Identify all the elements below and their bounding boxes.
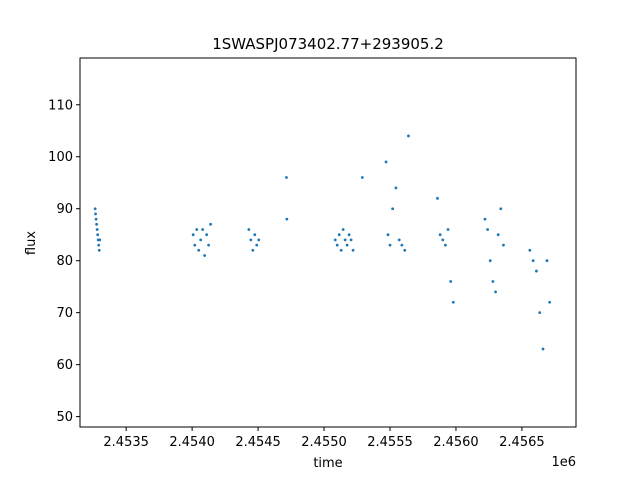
data-point [397,238,401,242]
y-tick-label: 90 [56,202,73,217]
data-point [400,243,404,247]
data-point [95,222,99,226]
data-point [285,176,288,179]
y-tick-label: 50 [56,410,73,425]
data-point [193,243,197,247]
data-point [538,311,542,315]
data-point [341,228,345,231]
data-point [97,243,101,247]
data-point [499,207,503,211]
data-point [394,186,398,190]
data-point [199,238,203,242]
data-point [488,259,492,263]
data-point [257,238,261,242]
data-point [94,217,98,221]
x-tick-label: 2.4545 [235,435,281,450]
data-point [97,248,101,252]
x-tick-label: 2.4555 [367,435,413,450]
data-point [449,280,453,283]
data-point [347,233,351,237]
data-point [438,233,442,237]
data-point [491,280,495,283]
x-tick-label: 2.4550 [301,435,347,450]
y-tick-label: 110 [48,98,73,113]
data-point [255,243,259,247]
data-point [502,243,505,247]
data-point [360,176,364,179]
x-tick-label: 2.4540 [169,435,215,450]
data-point [345,243,349,247]
data-point [441,238,445,242]
y-tick-label: 60 [56,358,73,373]
data-point [548,300,552,304]
data-point [339,248,343,252]
data-point [197,248,201,252]
data-point [333,238,337,242]
y-tick-label: 80 [56,254,73,269]
data-point [251,248,255,252]
data-point [528,248,532,252]
data-point [96,233,100,237]
data-point [494,290,497,294]
x-axis-label: time [313,456,342,471]
x-axis-ticks: 2.4535 2.4540 2.4545 2.4550 2.4555 2.4560 2.45… [103,427,545,450]
plot-frame [79,57,577,428]
data-point [94,212,97,216]
data-point [203,254,207,257]
data-point [535,269,538,273]
data-point [285,217,289,221]
data-point [191,233,195,237]
data-point [444,243,447,247]
data-point [451,300,455,304]
data-points [93,134,552,351]
data-point [403,248,407,252]
y-axis-ticks: 50 60 70 80 90 100 110 [48,98,80,425]
data-point [207,243,211,247]
data-point [386,233,390,237]
data-point [249,238,253,242]
data-point [531,259,535,263]
data-point [446,228,450,231]
data-point [95,228,99,231]
data-point [436,196,439,200]
y-tick-label: 70 [56,306,73,321]
x-tick-label: 2.4565 [499,435,545,450]
data-point [343,238,347,242]
data-point [247,228,251,231]
x-tick-label: 2.4535 [103,435,149,450]
data-point [195,228,199,231]
data-point [205,233,209,237]
data-point [483,217,487,221]
data-point [335,243,339,247]
data-point [486,228,490,231]
data-point [388,243,392,247]
data-point [391,207,395,211]
y-tick-label: 100 [48,150,73,165]
y-axis-label: flux [24,231,39,255]
data-point [337,233,341,237]
data-point [201,228,205,231]
data-point [407,134,410,138]
chart-title: 1SWASPJ073402.77+293905.2 [212,35,444,53]
x-axis-offset-label: 1e6 [551,455,576,470]
data-point [541,347,545,351]
data-point [545,259,549,263]
data-point [351,248,355,252]
data-point [98,238,102,242]
data-point [253,233,257,237]
data-point [496,233,500,237]
data-point [349,238,353,242]
data-point [209,222,212,226]
data-point [384,160,388,164]
x-tick-label: 2.4560 [433,435,479,450]
data-point [93,207,97,211]
